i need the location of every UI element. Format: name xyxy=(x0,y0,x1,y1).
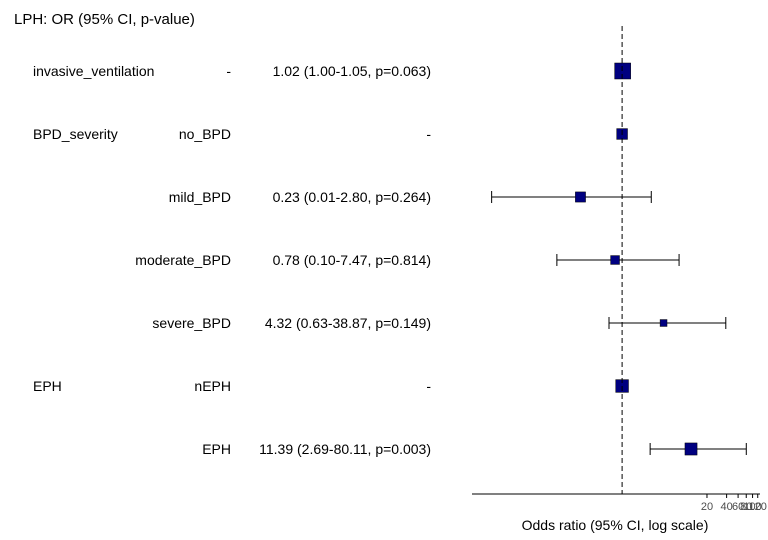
x-tick-label: 20 xyxy=(701,501,713,513)
row-estimate-text: 1.02 (1.00-1.05, p=0.063) xyxy=(273,63,431,79)
row-variable-label: invasive_ventilation xyxy=(33,63,154,79)
point-estimate-marker xyxy=(614,62,631,80)
row-estimate-text: - xyxy=(426,378,431,394)
forest-rows: invasive_ventilation - 1.02 (1.00-1.05, p=… xyxy=(33,63,431,457)
row-level-label: EPH xyxy=(202,441,231,457)
forest-marks xyxy=(491,62,747,456)
x-tick-label: 120 xyxy=(749,501,767,513)
row-level-label: nEPH xyxy=(194,378,231,394)
point-estimate-marker xyxy=(610,255,620,265)
row-level-label: severe_BPD xyxy=(152,315,231,331)
row-level-label: - xyxy=(226,63,231,79)
row-estimate-text: 11.39 (2.69-80.11, p=0.003) xyxy=(259,441,431,457)
row-level-label: no_BPD xyxy=(179,126,231,142)
row-estimate-text: 0.78 (0.10-7.47, p=0.814) xyxy=(273,252,431,268)
row-estimate-text: - xyxy=(426,126,431,142)
point-estimate-marker xyxy=(575,191,586,203)
row-estimate-text: 0.23 (0.01-2.80, p=0.264) xyxy=(273,189,431,205)
x-tick-label: 80 xyxy=(740,501,752,513)
point-estimate-marker xyxy=(684,442,698,456)
row-level-label: moderate_BPD xyxy=(135,252,231,268)
row-variable-label: BPD_severity xyxy=(33,126,118,142)
chart-title: LPH: OR (95% CI, p-value) xyxy=(14,11,195,28)
row-level-label: mild_BPD xyxy=(169,189,231,205)
x-tick-label: 60 xyxy=(732,501,744,513)
x-axis-label: Odds ratio (95% CI, log scale) xyxy=(522,517,709,533)
row-variable-label: EPH xyxy=(33,378,62,394)
x-tick-label: 40 xyxy=(720,501,732,513)
row-estimate-text: 4.32 (0.63-38.87, p=0.149) xyxy=(265,315,431,331)
x-tick-label: 100 xyxy=(743,501,761,513)
point-estimate-marker xyxy=(659,319,668,327)
